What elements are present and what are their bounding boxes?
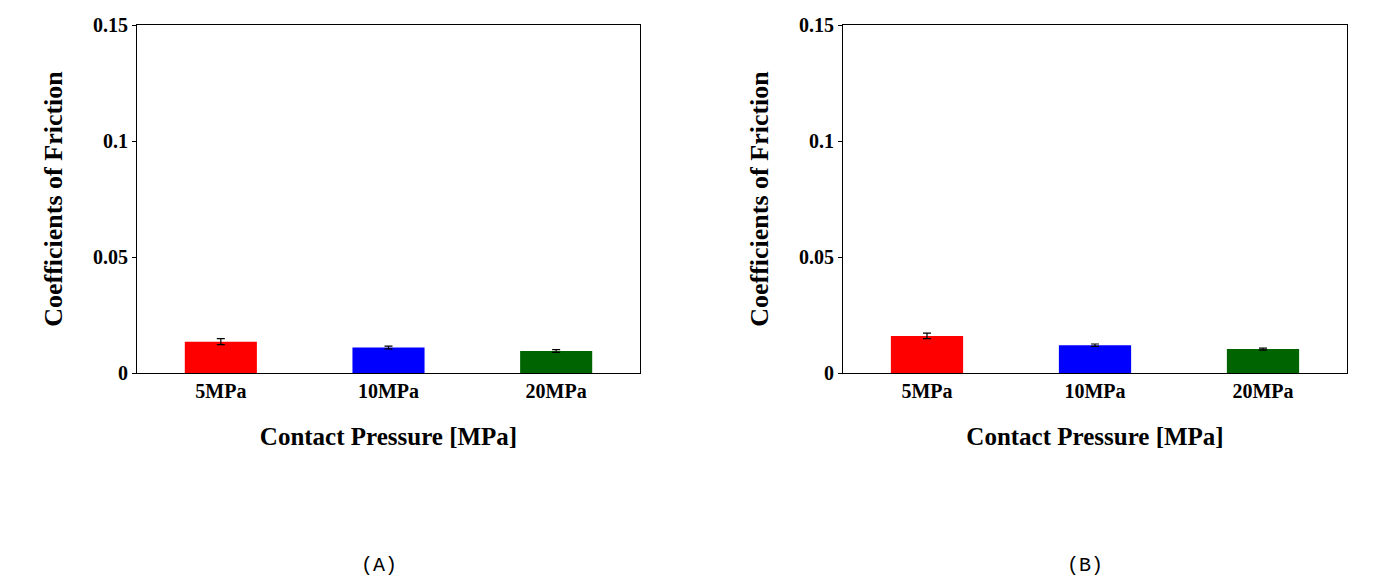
svg-text:20MPa: 20MPa	[1232, 380, 1293, 402]
svg-text:(B): (B)	[1067, 554, 1103, 577]
svg-text:20MPa: 20MPa	[526, 380, 587, 402]
svg-text:0.15: 0.15	[799, 14, 834, 36]
svg-text:0.1: 0.1	[103, 130, 128, 152]
svg-text:0.15: 0.15	[93, 14, 128, 36]
svg-text:0.05: 0.05	[93, 246, 128, 268]
svg-text:0.05: 0.05	[799, 246, 834, 268]
svg-text:Contact Pressure [MPa]: Contact Pressure [MPa]	[966, 423, 1223, 450]
svg-text:10MPa: 10MPa	[358, 380, 419, 402]
svg-text:10MPa: 10MPa	[1064, 380, 1125, 402]
svg-text:0: 0	[118, 362, 128, 384]
svg-text:0: 0	[824, 362, 834, 384]
svg-text:Coefficients of Friction: Coefficients of Friction	[39, 71, 68, 327]
svg-text:5MPa: 5MPa	[195, 380, 246, 402]
svg-text:0.1: 0.1	[809, 130, 834, 152]
svg-text:Contact Pressure [MPa]: Contact Pressure [MPa]	[260, 423, 517, 450]
svg-text:(A): (A)	[361, 554, 397, 577]
svg-text:Coefficients of Friction: Coefficients of Friction	[745, 71, 774, 327]
svg-text:5MPa: 5MPa	[901, 380, 952, 402]
